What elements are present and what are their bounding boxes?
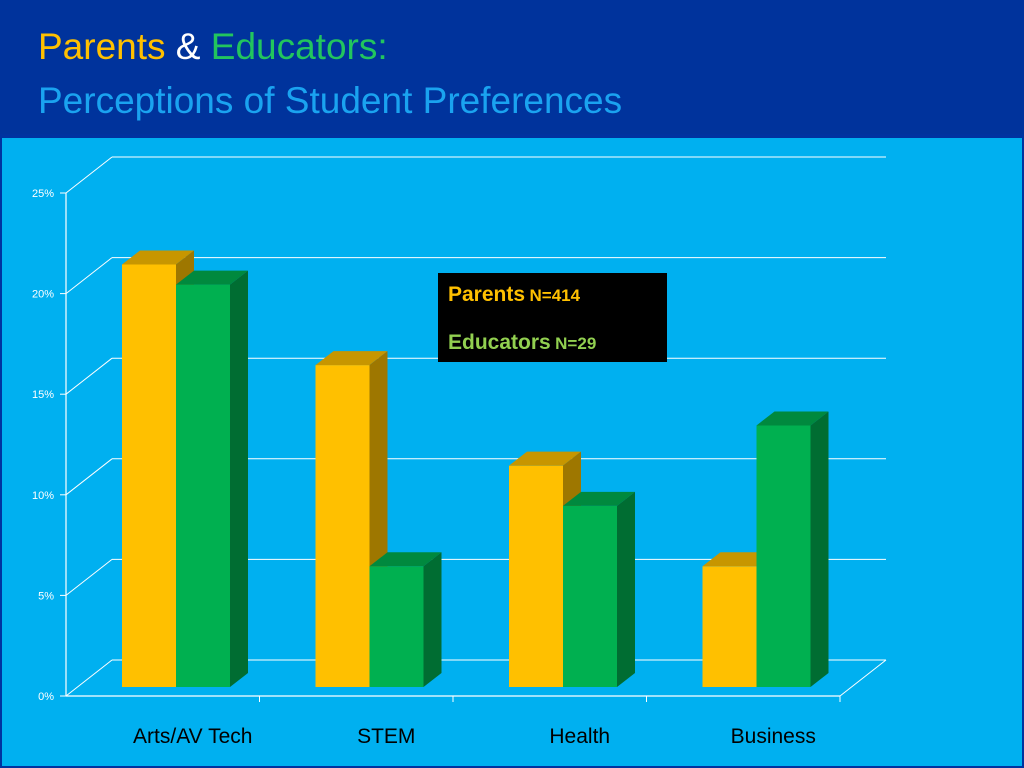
page-title: Parents & Educators: — [38, 26, 388, 68]
legend: Parents N=414 Educators N=29 — [438, 273, 667, 362]
gridline-diagonal — [65, 257, 113, 294]
bar-top-educators — [756, 411, 829, 426]
legend-parents-label: Parents — [448, 283, 526, 306]
gridline-diagonal — [65, 559, 113, 596]
legend-educators-n: N=29 — [555, 334, 597, 353]
bar-side-educators — [230, 270, 248, 687]
bar-parents — [702, 566, 757, 687]
legend-parents: Parents N=414 — [448, 283, 580, 307]
y-tick-label: 5% — [38, 590, 54, 602]
gridline-diagonal — [65, 357, 113, 395]
x-category-label: STEM — [357, 725, 415, 748]
legend-parents-n: N=414 — [529, 286, 581, 305]
bar-top-educators — [369, 552, 442, 567]
bar-educators — [563, 505, 617, 687]
bar-parents — [122, 264, 176, 687]
y-tick-label: 0% — [38, 691, 54, 703]
x-category-label: Arts/AV Tech — [133, 725, 252, 748]
title-educators: Educators: — [210, 26, 388, 67]
bar-top-educators — [176, 270, 248, 285]
chart-panel: 0% 5% 10% 15% 20% 25% Arts/AV Tech STEM Health Bu… — [2, 138, 1022, 766]
bar-top-parents — [315, 351, 388, 366]
bar-top-educators — [563, 491, 635, 506]
bar-educators — [756, 425, 811, 687]
bar-educators — [176, 284, 230, 687]
y-tick-label: 25% — [32, 188, 54, 200]
header: Parents & Educators: Perceptions of Stud… — [0, 0, 1024, 134]
title-parents: Parents — [38, 26, 166, 67]
title-ampersand: & — [175, 26, 201, 67]
y-tick-label: 15% — [32, 389, 54, 401]
bar-parents — [315, 365, 370, 687]
gridline-diagonal — [65, 659, 113, 697]
bar-top-parents — [509, 451, 581, 466]
bar-chart: 0% 5% 10% 15% 20% 25% Arts/AV Tech STEM Health Bu… — [32, 156, 887, 748]
gridline-diagonal — [65, 156, 113, 194]
floor-edge — [839, 659, 887, 697]
y-tick-label: 10% — [32, 490, 54, 502]
legend-educators-label: Educators — [448, 331, 551, 354]
bar-side-educators — [810, 411, 829, 687]
bar-top-parents — [122, 250, 194, 265]
bar-educators — [369, 566, 424, 687]
legend-educators: Educators N=29 — [448, 331, 596, 355]
page-subtitle: Perceptions of Student Preferences — [38, 80, 623, 121]
y-tick-label: 20% — [32, 289, 54, 301]
bar-side-educators — [423, 552, 442, 687]
x-category-label: Business — [731, 725, 816, 748]
x-category-label: Health — [549, 725, 610, 748]
bar-parents — [509, 465, 563, 687]
gridline-diagonal — [65, 458, 113, 496]
bar-side-educators — [617, 491, 635, 687]
